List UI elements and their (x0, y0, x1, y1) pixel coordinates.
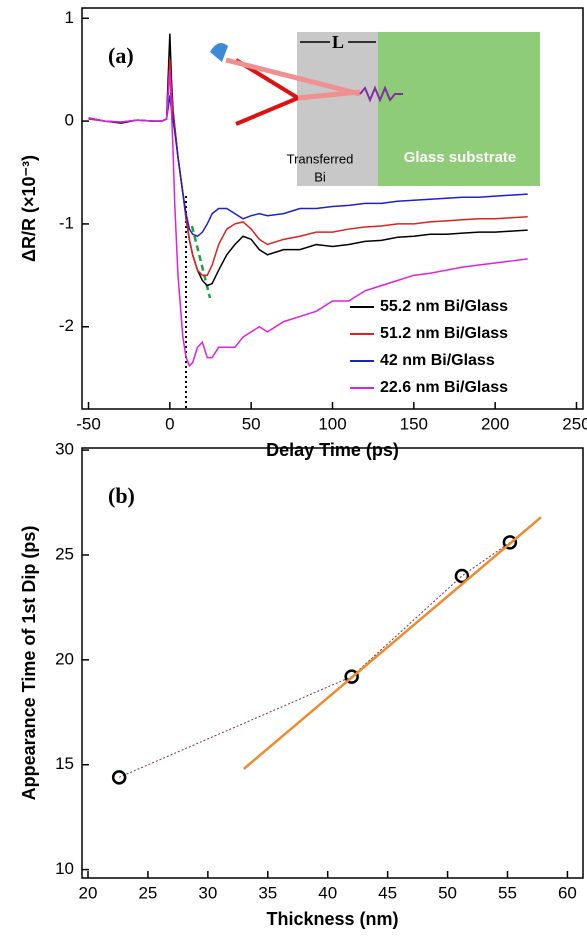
x-tick-label: 150 (400, 414, 428, 433)
plot-frame (81, 447, 584, 879)
y-tick-label: 15 (55, 754, 74, 773)
x-tick-label: 40 (318, 883, 337, 902)
x-tick-label: 100 (318, 414, 346, 433)
x-tick-label: 200 (481, 414, 509, 433)
data-point (111, 770, 127, 785)
bi-layer (297, 32, 378, 186)
substrate-label: Glass substrate (404, 149, 517, 166)
beam (225, 57, 361, 97)
y-tick-label: -1 (59, 213, 74, 232)
x-tick-label: -50 (76, 414, 101, 433)
fit-line (242, 516, 542, 770)
wave (359, 85, 403, 103)
inset: L Transferred Bi Glass substrate (210, 32, 540, 186)
x-tick-label: 60 (558, 883, 577, 902)
y-tick-label: 1 (65, 8, 74, 27)
y-tick-label: 0 (65, 111, 74, 130)
x-tick-label: 50 (242, 414, 261, 433)
beam (297, 89, 361, 101)
x-tick-label: 35 (258, 883, 277, 902)
chart: 20 25 30 35 40 45 50 55 60 10 15 20 25 30 Thickness (n… (19, 440, 584, 929)
legend-label: 51.2 nm Bi/Glass (380, 325, 508, 342)
connector (118, 541, 511, 778)
data-point (454, 568, 470, 584)
y-tick-label: 10 (55, 859, 74, 878)
x-tick-label: 30 (198, 883, 217, 902)
x-tick-label: 45 (378, 883, 397, 902)
length-label: L (332, 32, 344, 52)
y-axis-label: Appearance Time of 1st Dip (ps) (19, 526, 39, 801)
detector (210, 43, 228, 62)
x-axis-label: Delay Time (ps) (266, 440, 399, 460)
x-tick-label: 50 (438, 883, 457, 902)
x-tick-label: 0 (165, 414, 174, 433)
y-axis-label: ΔR/R (×10⁻³) (19, 155, 39, 262)
panel-label: (a) (108, 43, 134, 68)
x-axis-label: Thickness (nm) (266, 909, 398, 929)
glass-substrate (378, 32, 540, 186)
legend-label: 22.6 nm Bi/Glass (380, 379, 508, 396)
data-line (88, 95, 528, 238)
data-line (88, 33, 528, 287)
x-tick-label: 20 (79, 883, 98, 902)
y-tick-label: -2 (59, 316, 74, 335)
y-tick-label: 20 (55, 649, 74, 668)
data-line (88, 69, 528, 368)
x-tick-label: 25 (138, 883, 157, 902)
panel-label: (b) (108, 483, 135, 508)
layer-label: Bi (314, 169, 326, 184)
y-tick-label: 30 (55, 440, 74, 459)
y-tick-label: 25 (55, 544, 74, 563)
beam (235, 96, 299, 126)
x-tick-label: 250 (562, 414, 587, 433)
data-point (344, 669, 359, 684)
layer-label: Transferred (287, 151, 354, 166)
x-tick-label: 55 (498, 883, 517, 902)
legend-label: 42 nm Bi/Glass (380, 352, 495, 369)
legend-label: 55.2 nm Bi/Glass (380, 298, 508, 315)
chart: -50 0 50 100 150 200 250 -2 -1 0 1 Delay Time (ps) Δ… (19, 7, 587, 460)
data-line (88, 59, 528, 277)
data-point (502, 535, 518, 550)
